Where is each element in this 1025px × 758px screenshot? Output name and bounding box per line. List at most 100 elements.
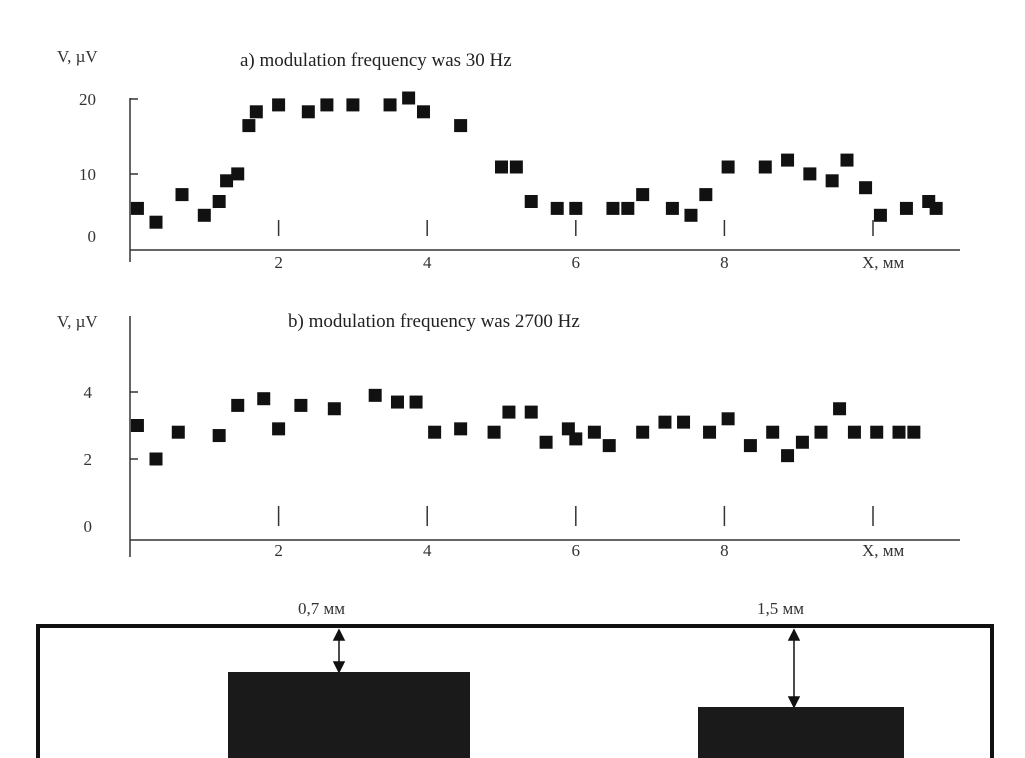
chart-a-point (130, 201, 144, 215)
chart-b-point (524, 405, 538, 419)
chart-a-y-tick-label: 10 (79, 165, 96, 184)
chart-b-point (561, 422, 575, 436)
chart-b-point (502, 405, 516, 419)
chart-a-point (550, 201, 564, 215)
chart-b-point (294, 398, 308, 412)
chart-a-point (509, 160, 523, 174)
chart-a-title: a) modulation frequency was 30 Hz (240, 50, 512, 71)
chart-a-point (840, 153, 854, 167)
chart-b-point (257, 392, 271, 406)
chart-b-y-tick-label: 2 (84, 450, 93, 469)
chart-b-point (658, 415, 672, 429)
chart-a-point (621, 201, 635, 215)
chart-a-points (130, 91, 943, 229)
chart-a-point (781, 153, 795, 167)
chart-a-point (175, 188, 189, 202)
sample-frame (36, 624, 994, 758)
chart-b-point (231, 398, 245, 412)
chart-a-point (721, 160, 735, 174)
chart-a-y-tick-label: 0 (88, 227, 97, 246)
chart-b-point (587, 425, 601, 439)
chart-b-axes: 0 2 4 2 4 6 8 (84, 316, 960, 560)
chart-a-point (825, 174, 839, 188)
chart-a-ylabel: V, µV (57, 47, 98, 66)
chart-b-point (171, 425, 185, 439)
chart-a-point (212, 195, 226, 208)
chart-a-point (249, 105, 263, 119)
chart-a-point (272, 98, 286, 112)
gap-left-label: 0,7 мм (298, 599, 345, 618)
chart-a-point (606, 201, 620, 215)
chart-a-point (416, 105, 430, 119)
chart-b-point (212, 429, 226, 443)
chart-a-x-tick-label: 8 (720, 253, 729, 272)
gap-left-arrow (332, 628, 346, 674)
chart-a-point (929, 201, 943, 215)
sample-block-left (228, 672, 470, 758)
chart-b-xlabel: X, мм (862, 541, 905, 560)
sample-block-right (698, 707, 904, 758)
gap-right-label: 1,5 мм (757, 599, 804, 618)
chart-a-point (684, 208, 698, 222)
chart-b-point (327, 402, 341, 416)
chart-a-axes: 0 10 20 2 4 6 8 (79, 90, 960, 272)
chart-a-point (699, 188, 713, 202)
chart-a-point (301, 105, 315, 119)
chart-b-point (487, 425, 501, 439)
chart-b-point (833, 402, 847, 416)
chart-b-x-tick-label: 4 (423, 541, 432, 560)
chart-a-point (758, 160, 772, 174)
chart-a-y-tick-label: 20 (79, 90, 96, 109)
chart-b-title: b) modulation frequency was 2700 Hz (288, 311, 580, 332)
chart-b-x-tick-label: 6 (572, 541, 581, 560)
chart-a-point (197, 208, 211, 222)
chart-a-point (803, 167, 817, 181)
chart-b-point (130, 419, 144, 432)
chart-a: V, µV a) modulation frequency was 30 Hz … (57, 47, 960, 272)
chart-b: V, µV b) modulation frequency was 2700 H… (57, 311, 960, 560)
chart-b-y-tick-label: 0 (84, 517, 93, 536)
chart-b-point (428, 425, 442, 439)
chart-a-point (636, 188, 650, 202)
chart-b-point (390, 395, 404, 409)
chart-a-point (859, 181, 873, 195)
chart-b-point (703, 425, 717, 439)
chart-b-point (409, 395, 423, 409)
chart-b-point (892, 425, 906, 439)
chart-a-point (242, 119, 256, 133)
chart-b-point (539, 435, 553, 449)
chart-a-point (524, 195, 538, 208)
chart-a-point (220, 174, 234, 188)
chart-b-point (569, 432, 583, 446)
chart-a-point (346, 98, 360, 112)
chart-b-point (795, 435, 809, 449)
chart-b-x-tick-label: 8 (720, 541, 729, 560)
gap-right-arrow (787, 628, 801, 709)
chart-a-point (149, 215, 163, 229)
chart-b-points (130, 388, 921, 466)
chart-a-point (569, 201, 583, 215)
sample-diagram: 0,7 мм 1,5 мм (36, 599, 994, 758)
chart-a-point (320, 98, 334, 112)
chart-b-point (636, 425, 650, 439)
chart-b-point (677, 415, 691, 429)
chart-b-point (781, 449, 795, 463)
chart-a-x-tick-label: 2 (274, 253, 283, 272)
chart-a-x-tick-label: 4 (423, 253, 432, 272)
chart-b-point (814, 425, 828, 439)
chart-b-point (847, 425, 861, 439)
chart-b-point (368, 388, 382, 402)
chart-a-point (402, 91, 416, 105)
chart-a-x-tick-label: 6 (572, 253, 581, 272)
chart-a-point (495, 160, 508, 174)
chart-b-point (602, 439, 616, 453)
chart-b-point (454, 422, 468, 436)
chart-a-point (873, 208, 887, 222)
chart-a-point (454, 119, 468, 133)
chart-b-point (743, 439, 757, 453)
chart-b-x-tick-label: 2 (274, 541, 283, 560)
chart-b-y-tick-label: 4 (84, 383, 93, 402)
chart-a-point (665, 201, 679, 215)
chart-b-point (149, 452, 163, 466)
